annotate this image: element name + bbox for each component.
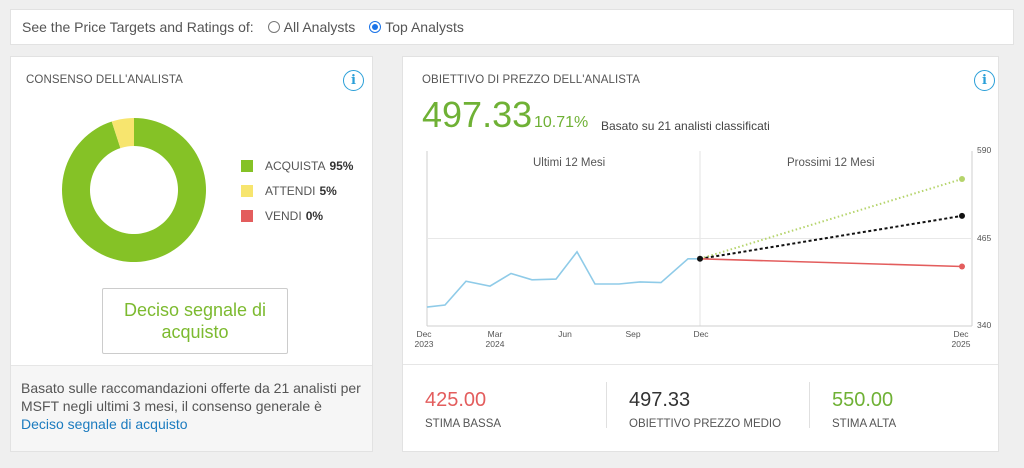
estimate-stats: 425.00 STIMA BASSA 497.33 OBIETTIVO PREZ… — [403, 364, 998, 451]
consensus-title: CONSENSO DELL'ANALISTA — [26, 74, 183, 86]
radio-label: All Analysts — [283, 19, 356, 35]
consensus-card: CONSENSO DELL'ANALISTA i ACQUISTA 95% AT… — [10, 56, 373, 452]
divider — [606, 382, 607, 428]
divider — [809, 382, 810, 428]
consensus-summary-text: Basato sulle raccomandazioni offerte da … — [21, 380, 361, 414]
series-line — [699, 178, 963, 260]
series-endpoint — [959, 263, 965, 270]
donut-slice — [62, 118, 207, 262]
consensus-link[interactable]: Deciso segnale di acquisto — [21, 416, 188, 432]
y-tick-label: 590 — [977, 145, 992, 155]
price-target-card: OBIETTIVO DI PREZZO DELL'ANALISTA i 497.… — [402, 56, 999, 452]
period-label-past: Ultimi 12 Mesi — [533, 157, 606, 169]
consensus-signal-button[interactable]: Deciso segnale di acquisto — [102, 288, 288, 354]
x-tick-label: Dec 2023 — [414, 329, 434, 349]
legend-swatch — [241, 160, 253, 172]
series-line — [426, 250, 700, 308]
series-endpoint — [959, 212, 965, 219]
consensus-donut — [62, 118, 207, 262]
period-label-future: Prossimi 12 Mesi — [787, 157, 875, 169]
legend-label: ATTENDI — [265, 184, 316, 198]
current-price-point — [697, 255, 703, 262]
info-icon[interactable]: i — [343, 70, 364, 91]
stat-value: 497.33 — [629, 389, 691, 411]
filter-label: See the Price Targets and Ratings of: — [22, 19, 254, 35]
radio-all-analysts[interactable]: All Analysts — [267, 19, 356, 35]
stat-value: 550.00 — [832, 389, 894, 411]
radio-selected-icon[interactable] — [369, 21, 382, 33]
stat-label: OBIETTIVO PREZZO MEDIO — [629, 418, 782, 430]
stat-label: STIMA BASSA — [425, 418, 502, 430]
series-line — [699, 214, 963, 260]
price-target-chart — [426, 151, 973, 327]
legend-value: 95% — [329, 159, 354, 173]
series-endpoint — [959, 176, 965, 182]
stat-label: STIMA ALTA — [832, 418, 897, 430]
x-tick-label: Dec 2025 — [951, 329, 971, 349]
based-on-text: Basato su 21 analisti classificati — [601, 119, 770, 133]
legend-label: VENDI — [265, 209, 302, 223]
radio-label: Top Analysts — [385, 19, 464, 35]
upside-percent: 10.71% — [534, 114, 589, 131]
price-target-title: OBIETTIVO DI PREZZO DELL'ANALISTA — [422, 74, 641, 86]
radio-top-analysts[interactable]: Top Analysts — [369, 19, 464, 35]
analyst-filter-bar: See the Price Targets and Ratings of: Al… — [10, 9, 1014, 45]
legend-value: 5% — [319, 184, 337, 198]
stat-value: 425.00 — [425, 389, 487, 411]
legend-value: 0% — [305, 209, 324, 223]
radio-circle-icon[interactable] — [267, 21, 280, 33]
x-tick-label: Jun — [558, 329, 572, 339]
legend-hold: ATTENDI 5% — [241, 184, 337, 198]
average-price-target: 497.33 — [422, 94, 533, 135]
x-tick-label: Dec — [693, 329, 709, 339]
donut-slice — [111, 118, 134, 149]
series-line — [699, 258, 963, 268]
y-tick-label: 340 — [977, 320, 992, 330]
info-icon[interactable]: i — [974, 70, 995, 91]
y-tick-label: 465 — [977, 232, 992, 243]
consensus-summary: Basato sulle raccomandazioni offerte da … — [11, 365, 372, 451]
legend-label: ACQUISTA — [265, 159, 326, 173]
legend-swatch — [241, 210, 253, 222]
legend-sell: VENDI 0% — [241, 209, 323, 223]
x-tick-label: Sep — [625, 329, 641, 339]
x-tick-label: Mar 2024 — [485, 329, 505, 349]
legend-buy: ACQUISTA 95% — [241, 159, 353, 173]
legend-swatch — [241, 185, 253, 197]
